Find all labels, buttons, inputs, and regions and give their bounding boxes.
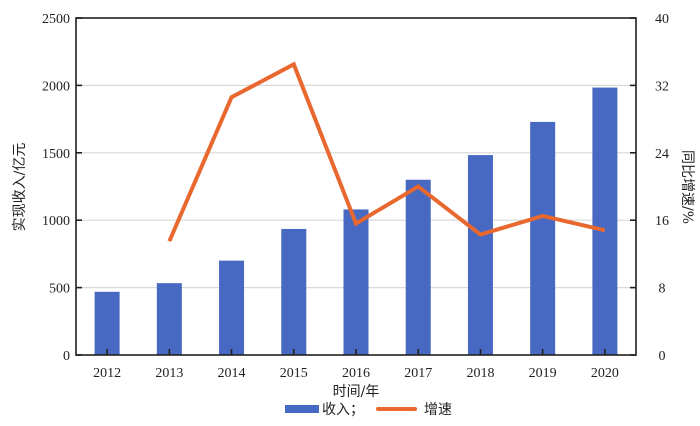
left-axis-ticks: 0 500 1000 1500 2000 2500	[42, 12, 82, 364]
legend-label-revenue: 收入；	[322, 402, 364, 418]
growth-line	[167, 61, 606, 243]
right-axis-title: 同比增速/%	[679, 150, 695, 224]
bar-2015	[281, 228, 307, 355]
right-tick-label: 8	[659, 282, 666, 297]
legend-bar-swatch	[285, 405, 319, 413]
x-tick-label: 2018	[466, 366, 494, 381]
revenue-bars	[94, 87, 618, 356]
x-tick-label: 2020	[591, 366, 619, 381]
right-tick-label: 32	[655, 79, 669, 94]
bar-2020	[592, 87, 618, 356]
bar-2014	[219, 260, 245, 355]
x-tick-label: 2013	[155, 366, 183, 381]
right-tick-label: 16	[655, 214, 669, 229]
bar-2012	[94, 291, 120, 355]
x-axis-title: 时间/年	[333, 384, 380, 400]
left-tick-label: 2000	[42, 79, 70, 94]
right-tick-label: 24	[655, 147, 669, 162]
x-tick-label: 2012	[93, 366, 121, 381]
bar-2019	[530, 121, 556, 355]
right-tick-label: 40	[655, 12, 669, 27]
left-tick-label: 2500	[42, 12, 70, 27]
x-tick-label: 2017	[404, 366, 432, 381]
legend-label-growth: 增速	[424, 402, 452, 418]
left-tick-label: 500	[49, 282, 70, 297]
left-tick-label: 1000	[42, 214, 70, 229]
left-tick-label: 0	[63, 349, 70, 364]
x-tick-label: 2015	[280, 366, 308, 381]
left-tick-label: 1500	[42, 147, 70, 162]
x-axis-ticks: 2012 2013 2014 2015 2016 2017 2018 2019 2020	[93, 349, 619, 381]
x-tick-label: 2016	[342, 366, 370, 381]
right-axis-ticks: 0 8 16 24 32 40	[630, 12, 669, 364]
bar-2017	[405, 179, 431, 355]
x-tick-label: 2014	[218, 366, 246, 381]
growth-polyline	[167, 61, 606, 243]
bar-2013	[156, 283, 182, 355]
bar-2016	[343, 209, 369, 355]
legend: 收入； 增速	[285, 402, 452, 418]
bar-2018	[467, 155, 493, 355]
left-axis-title: 实现收入/亿元	[12, 143, 28, 232]
x-tick-label: 2019	[529, 366, 557, 381]
right-tick-label: 0	[659, 349, 666, 364]
